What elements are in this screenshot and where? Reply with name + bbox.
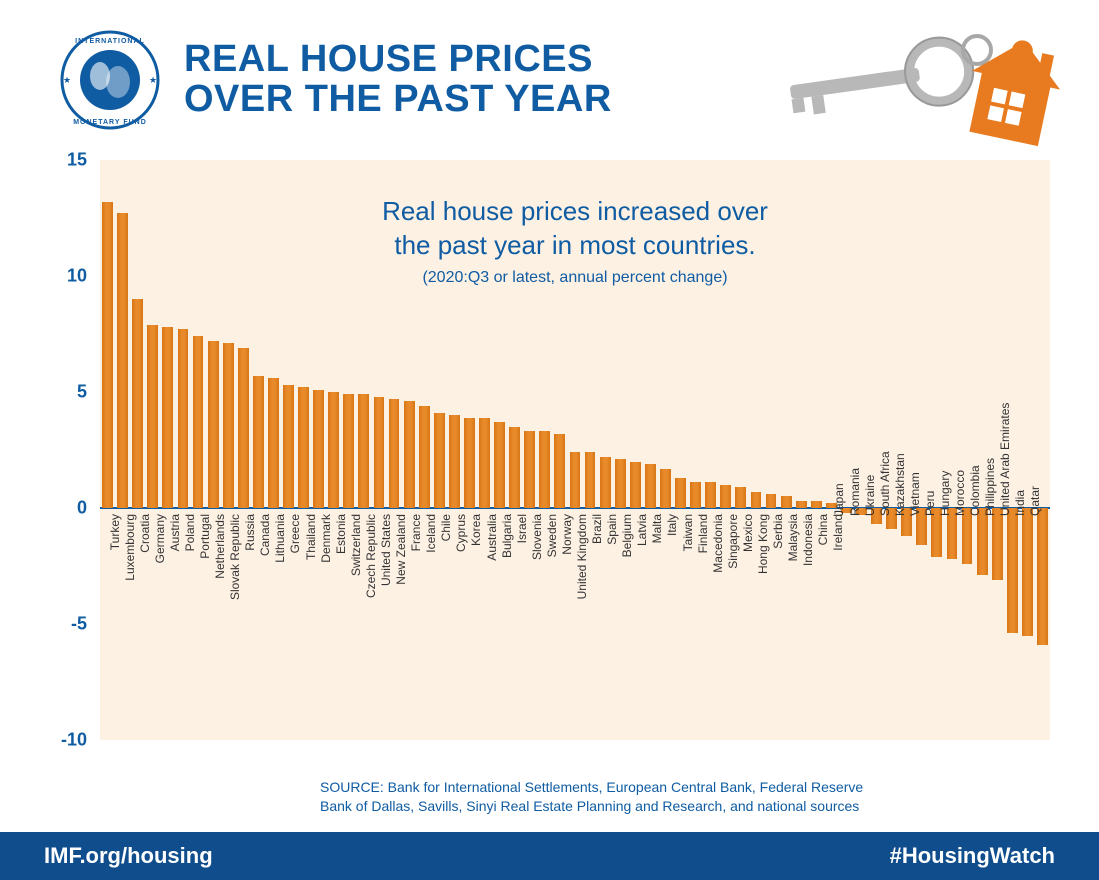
bar xyxy=(735,487,746,508)
bar xyxy=(419,406,430,508)
bar xyxy=(766,494,777,508)
bar-label: United Arab Emirates xyxy=(998,403,1012,516)
bar xyxy=(539,431,550,508)
bar xyxy=(268,378,279,508)
bar xyxy=(690,482,701,508)
bar xyxy=(675,478,686,508)
bar xyxy=(494,422,505,508)
bar-label: South Africa xyxy=(878,451,892,516)
bar xyxy=(615,459,626,508)
bar xyxy=(449,415,460,508)
source-text: SOURCE: Bank for International Settlemen… xyxy=(320,778,1059,816)
chart: -10-5051015 TurkeyLuxembourgCroatiaGerma… xyxy=(40,160,1050,740)
bar xyxy=(328,392,339,508)
bar xyxy=(253,376,264,508)
y-tick: 0 xyxy=(77,498,87,519)
bar xyxy=(751,492,762,508)
bar xyxy=(434,413,445,508)
bar xyxy=(1037,508,1048,645)
svg-text:★: ★ xyxy=(149,75,157,85)
bar xyxy=(992,508,1003,580)
bar xyxy=(811,501,822,508)
bar-label: Peru xyxy=(923,491,937,516)
y-tick: 10 xyxy=(67,266,87,287)
bar xyxy=(283,385,294,508)
bar xyxy=(208,341,219,508)
bar xyxy=(781,496,792,508)
bar xyxy=(343,394,354,508)
bar xyxy=(479,418,490,508)
bar xyxy=(660,469,671,508)
bar xyxy=(554,434,565,508)
bar xyxy=(600,457,611,508)
bar xyxy=(298,387,309,508)
svg-text:INTERNATIONAL: INTERNATIONAL xyxy=(75,38,145,45)
bar xyxy=(162,327,173,508)
bar xyxy=(193,336,204,508)
bar xyxy=(585,452,596,508)
bar-label: Colombia xyxy=(968,465,982,516)
bar xyxy=(630,462,641,508)
y-tick: 15 xyxy=(67,150,87,171)
bar-label: Vietnam xyxy=(908,472,922,516)
bar-label: Morocco xyxy=(953,470,967,516)
y-tick: -10 xyxy=(61,730,87,751)
bar xyxy=(147,325,158,508)
bar xyxy=(178,329,189,508)
bar xyxy=(358,394,369,508)
bar xyxy=(389,399,400,508)
footer: IMF.org/housing #HousingWatch xyxy=(0,832,1099,880)
bar xyxy=(132,299,143,508)
bar xyxy=(645,464,656,508)
bar xyxy=(962,508,973,564)
bar xyxy=(374,397,385,508)
key-house-icon xyxy=(779,0,1079,160)
bar xyxy=(796,501,807,508)
y-axis: -10-5051015 xyxy=(40,160,95,740)
bar xyxy=(1007,508,1018,633)
page-title: REAL HOUSE PRICESOVER THE PAST YEAR xyxy=(184,40,612,120)
svg-text:★: ★ xyxy=(63,75,71,85)
bar xyxy=(509,427,520,508)
bar-label: India xyxy=(1013,490,1027,516)
bar xyxy=(404,401,415,508)
bar xyxy=(238,348,249,508)
bar xyxy=(720,485,731,508)
bar xyxy=(977,508,988,575)
imf-logo-icon: INTERNATIONAL MONETARY FUND ★ ★ xyxy=(60,30,160,130)
bar-label: Ukraine xyxy=(863,475,877,516)
footer-right: #HousingWatch xyxy=(890,843,1055,869)
chart-subtitle: (2020:Q3 or latest, annual percent chang… xyxy=(100,269,1050,287)
footer-left: IMF.org/housing xyxy=(44,843,213,869)
bar xyxy=(524,431,535,508)
bar xyxy=(223,343,234,508)
chart-title: Real house prices increased overthe past… xyxy=(100,195,1050,263)
y-tick: -5 xyxy=(71,614,87,635)
bar xyxy=(464,418,475,508)
bar xyxy=(313,390,324,508)
bar-label: Hungary xyxy=(938,471,952,516)
chart-title-group: Real house prices increased overthe past… xyxy=(100,195,1050,287)
bar-label: Kazakhstan xyxy=(893,453,907,516)
bar-label: Philippines xyxy=(983,458,997,516)
bar-label: Japan xyxy=(832,483,846,516)
bar xyxy=(1022,508,1033,636)
bar xyxy=(570,452,581,508)
bar-label: Romania xyxy=(848,468,862,516)
bar-label: Qatar xyxy=(1028,486,1042,516)
bar xyxy=(705,482,716,508)
svg-text:MONETARY FUND: MONETARY FUND xyxy=(73,119,147,126)
y-tick: 5 xyxy=(77,382,87,403)
